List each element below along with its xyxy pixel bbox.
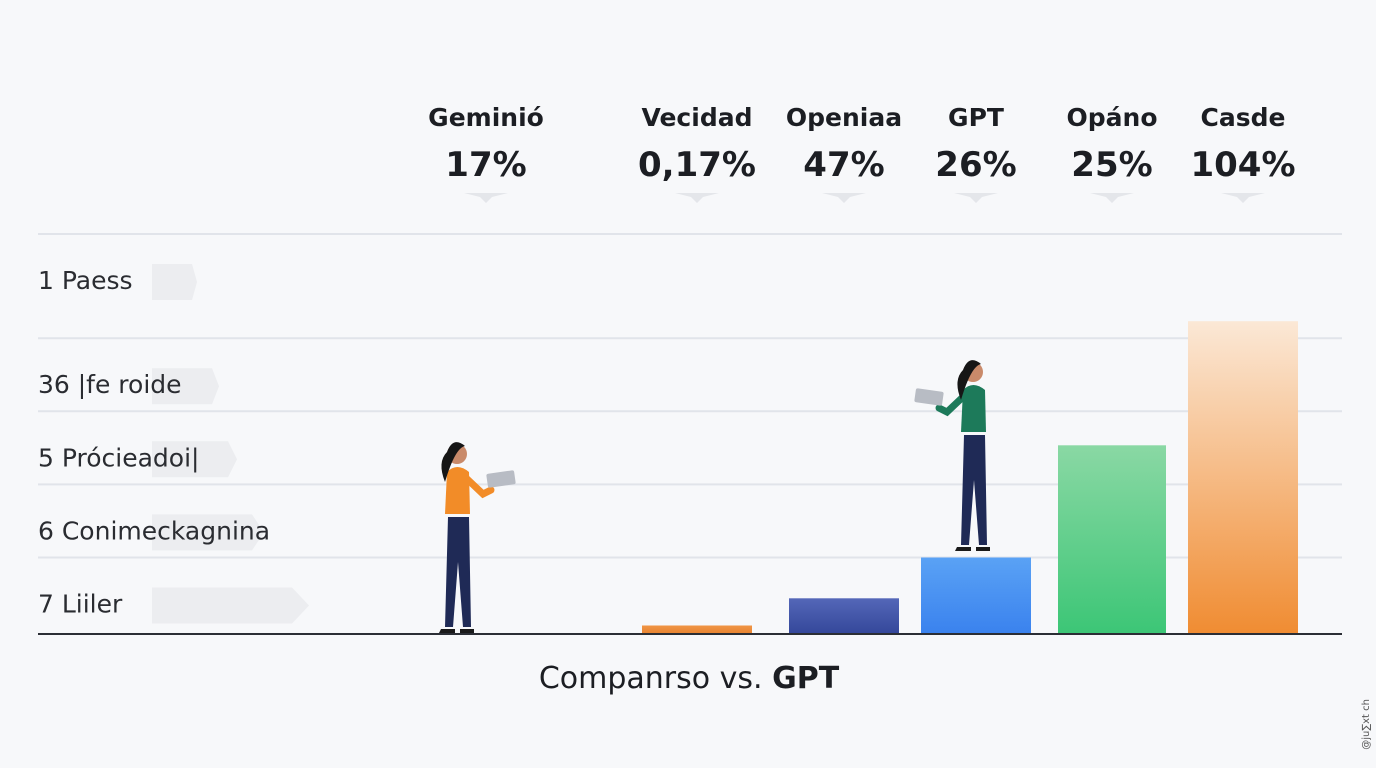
caret-icon: [954, 193, 998, 203]
bar: [1188, 321, 1298, 634]
value-label: 104%: [1190, 145, 1295, 185]
value-label: 47%: [803, 145, 884, 185]
category-label: GPT: [948, 103, 1004, 132]
value-label: 0,17%: [638, 145, 756, 185]
bar: [789, 598, 899, 634]
y-tick-ghost-shape: [152, 264, 197, 300]
y-tick-labels: 7 Liiler 6 Conimeckagnina 5 Prócieadoi| 36 …: [38, 264, 309, 624]
value-label: 25%: [1071, 145, 1152, 185]
person-shoe: [439, 629, 455, 633]
caret-icon: [675, 193, 719, 203]
person-legs: [961, 435, 987, 545]
x-axis-label-prefix: Companrso vs.: [539, 661, 772, 696]
y-tick-label: 6 Conimeckagnina: [38, 516, 270, 545]
category-label: Vecidad: [642, 103, 753, 132]
x-axis-label-emphasis: GPT: [772, 661, 840, 696]
person-figure-green: [914, 360, 990, 551]
tablet-icon: [486, 470, 516, 488]
caret-icon: [1090, 193, 1134, 203]
watermark: @ju∑xt ch: [1361, 699, 1372, 750]
category-label: Casde: [1201, 103, 1286, 132]
y-tick-label: 36 |fe roide: [38, 370, 182, 399]
tablet-icon: [914, 388, 944, 406]
person-shoe: [955, 547, 971, 551]
y-tick-label: 7 Liiler: [38, 590, 123, 619]
caret-icon: [464, 193, 508, 203]
person-hair: [957, 360, 981, 400]
bars: [642, 321, 1298, 634]
y-tick-ghost-shape: [152, 441, 237, 478]
caret-icon: [1221, 193, 1265, 203]
y-tick-label: 5 Prócieadoi|: [38, 443, 199, 472]
y-tick-label: 1 Paess: [38, 266, 133, 295]
person-arm: [461, 473, 495, 499]
bar: [921, 557, 1031, 634]
category-label: Openiaa: [786, 103, 902, 132]
person-figure-orange: [439, 442, 516, 633]
person-shoe: [460, 629, 474, 633]
header-labels: Geminió 17% Vecidad 0,17% Openiaa 47% GPT 26% Op…: [428, 103, 1296, 203]
bar: [1058, 445, 1166, 634]
person-shoe: [976, 547, 990, 551]
category-label: Opáno: [1067, 103, 1158, 132]
y-tick-ghost-shape: [152, 587, 309, 624]
y-tick-ghost-shape: [152, 514, 264, 551]
caret-icon: [822, 193, 866, 203]
person-legs: [445, 517, 471, 627]
category-label: Geminió: [428, 103, 544, 132]
bar: [642, 625, 752, 634]
x-axis-label: Companrso vs. GPT: [539, 661, 840, 696]
value-label: 17%: [445, 145, 526, 185]
value-label: 26%: [935, 145, 1016, 185]
person-hair: [441, 442, 465, 482]
person-arm: [935, 391, 969, 417]
y-tick-ghost-shape: [152, 368, 219, 405]
